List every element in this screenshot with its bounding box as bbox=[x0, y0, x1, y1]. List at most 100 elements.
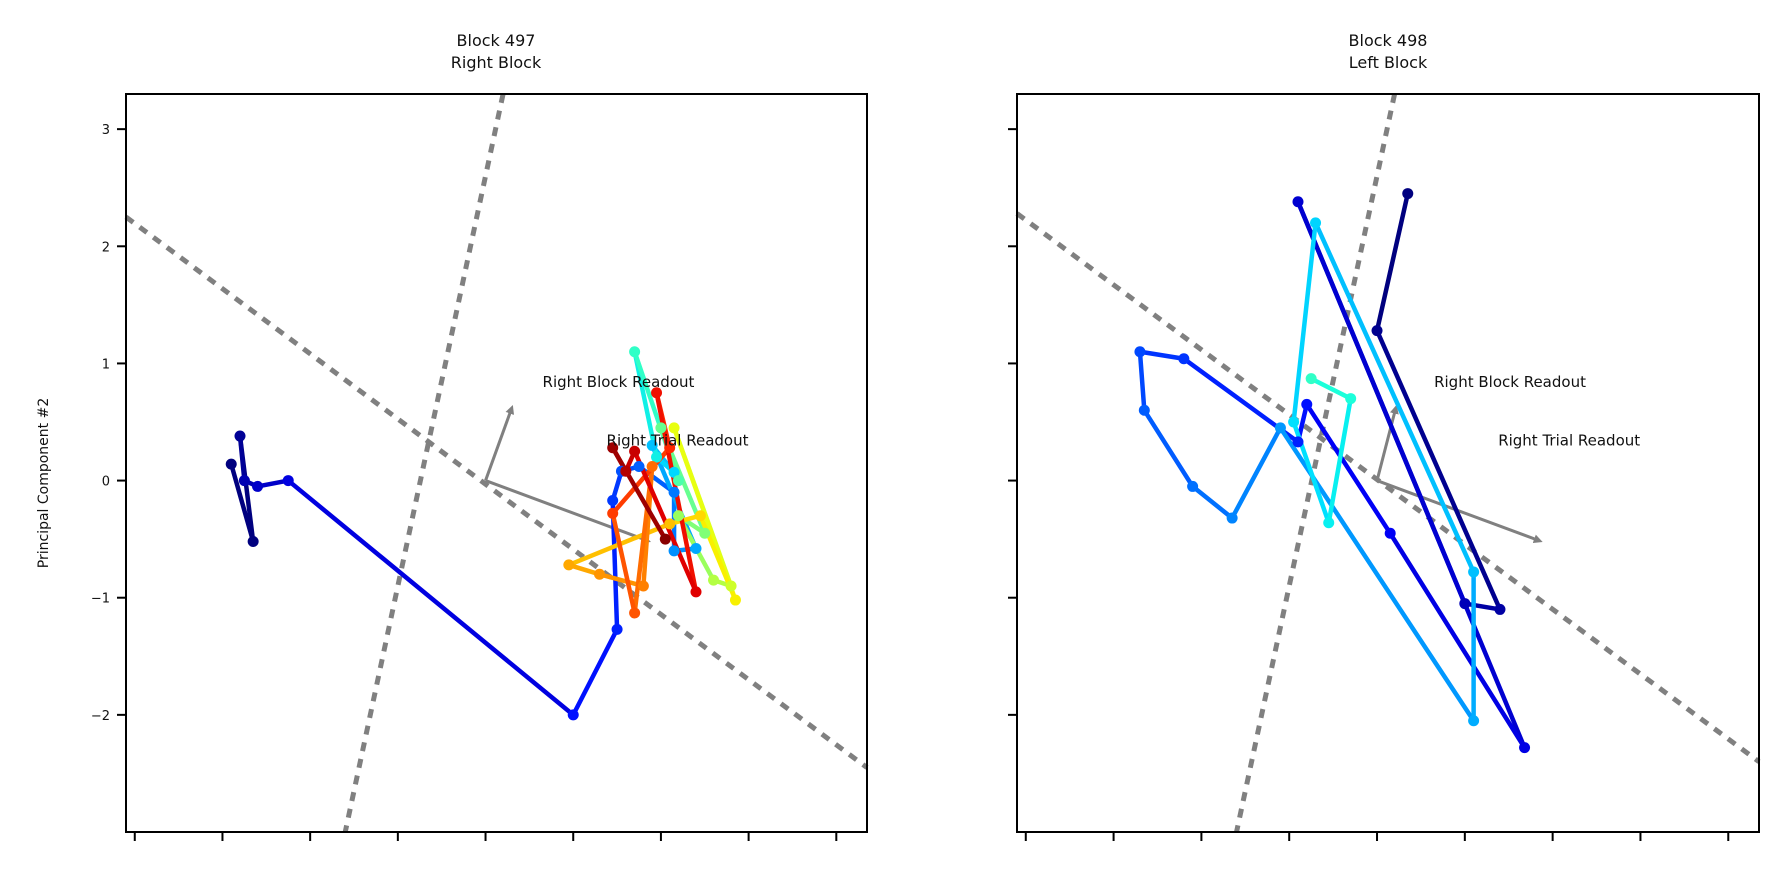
right-trajectory-point bbox=[1519, 742, 1531, 754]
left-trajectory-point bbox=[725, 580, 737, 592]
right-trajectory-segment bbox=[1137, 349, 1147, 413]
subplot-right-ticks bbox=[1008, 128, 1730, 841]
right-trajectory-segment bbox=[1387, 531, 1527, 750]
subplot-left-trajectory bbox=[225, 346, 741, 721]
left-trajectory-point bbox=[668, 466, 680, 478]
left-trajectory-segment bbox=[570, 627, 620, 718]
left-trajectory-point bbox=[563, 559, 575, 571]
left-trajectory-segment bbox=[610, 511, 637, 616]
left-trajectory-point bbox=[637, 580, 649, 592]
left-trajectory-segment bbox=[237, 433, 247, 483]
right-trajectory-point bbox=[1384, 527, 1396, 539]
right-trajectory-point bbox=[1138, 404, 1150, 416]
subplot-left-annotations: Right Block Readout Right Trial Readout bbox=[543, 373, 749, 450]
left-trajectory-point bbox=[611, 623, 623, 635]
left-trajectory-point bbox=[607, 507, 619, 519]
left-trajectory-point bbox=[238, 475, 250, 487]
left-trajectory-point bbox=[594, 568, 606, 580]
right-trajectory-segment bbox=[1295, 199, 1527, 750]
right-trajectory-point bbox=[1310, 217, 1322, 229]
left-readout-dashed-line bbox=[124, 214, 869, 770]
left-trajectory-point bbox=[694, 510, 706, 522]
left-readout-dashed-line bbox=[342, 93, 506, 833]
right-trajectory-point bbox=[1323, 517, 1335, 529]
right-trajectory-segment bbox=[1190, 484, 1235, 521]
subplot-left-dashed-lines bbox=[124, 93, 869, 833]
left-trajectory-point bbox=[668, 545, 680, 557]
left-trajectory-point bbox=[690, 543, 702, 555]
left-y-tick-label: −2 bbox=[91, 709, 110, 724]
left-y-tick-label: 3 bbox=[102, 123, 110, 138]
left-annotation: Right Block Readout bbox=[543, 373, 695, 391]
right-trajectory-segment bbox=[1313, 220, 1476, 575]
left-trajectory-point bbox=[607, 442, 619, 454]
left-trajectory-segment bbox=[610, 445, 668, 542]
subplot-left-title-line2: Right Block bbox=[451, 53, 542, 72]
left-y-tick-label: 1 bbox=[102, 357, 110, 372]
left-trajectory-point bbox=[252, 480, 264, 492]
right-trajectory-point bbox=[1288, 416, 1300, 428]
left-y-tick-label: −1 bbox=[91, 592, 110, 607]
left-readout-arrow bbox=[485, 479, 651, 544]
right-trajectory-segment bbox=[1137, 349, 1187, 361]
subplot-right-annotations: Right Block Readout Right Trial Readout bbox=[1434, 373, 1640, 450]
left-trajectory-point bbox=[646, 439, 658, 451]
left-trajectory-point bbox=[247, 535, 259, 547]
subplot-right-trajectory bbox=[1134, 188, 1531, 754]
left-trajectory-point bbox=[567, 709, 579, 721]
left-trajectory-point bbox=[620, 465, 632, 477]
left-y-tick-label: 0 bbox=[102, 475, 110, 490]
left-trajectory-point bbox=[699, 527, 711, 539]
left-trajectory-point bbox=[651, 451, 663, 463]
subplot-right: Block 498 Left Block Right Block Readout… bbox=[1008, 31, 1761, 841]
right-annotation: Right Trial Readout bbox=[1498, 431, 1640, 449]
right-trajectory-point bbox=[1301, 398, 1313, 410]
right-trajectory-point bbox=[1402, 188, 1414, 200]
subplot-left-title-line1: Block 497 bbox=[457, 31, 536, 50]
right-trajectory-point bbox=[1468, 715, 1480, 727]
right-trajectory-point bbox=[1292, 196, 1304, 208]
left-trajectory-point bbox=[672, 510, 684, 522]
left-trajectory-point bbox=[729, 594, 741, 606]
left-trajectory-point bbox=[668, 422, 680, 434]
y-axis-label: Principal Component #2 bbox=[36, 398, 52, 568]
right-trajectory-point bbox=[1459, 598, 1471, 610]
left-trajectory-point bbox=[633, 461, 645, 473]
left-trajectory-point bbox=[629, 445, 641, 457]
right-trajectory-point bbox=[1345, 393, 1357, 405]
right-trajectory-point bbox=[1274, 422, 1286, 434]
right-trajectory-segment bbox=[1291, 220, 1318, 425]
subplot-left-frame bbox=[125, 93, 868, 833]
right-trajectory-point bbox=[1187, 480, 1199, 492]
left-trajectory-point bbox=[646, 461, 658, 473]
subplot-right-dashed-lines bbox=[1015, 93, 1761, 833]
right-trajectory-segment bbox=[1326, 396, 1353, 525]
left-trajectory-segment bbox=[632, 464, 655, 616]
left-y-tick-label: 2 bbox=[102, 240, 110, 255]
left-trajectory-point bbox=[629, 607, 641, 619]
left-trajectory-point bbox=[651, 387, 663, 399]
right-readout-dashed-line bbox=[1234, 93, 1398, 833]
right-trajectory-point bbox=[1468, 566, 1480, 578]
right-trajectory-point bbox=[1494, 603, 1506, 615]
left-trajectory-point bbox=[659, 533, 671, 545]
right-trajectory-segment bbox=[1374, 328, 1503, 612]
left-trajectory-point bbox=[607, 494, 619, 506]
left-trajectory-point bbox=[672, 475, 684, 487]
left-annotation: Right Trial Readout bbox=[607, 431, 749, 449]
right-annotation: Right Block Readout bbox=[1434, 373, 1586, 391]
right-trajectory-segment bbox=[1308, 376, 1353, 401]
left-trajectory-point bbox=[655, 422, 667, 434]
left-trajectory-point bbox=[664, 518, 676, 530]
right-trajectory-point bbox=[1134, 346, 1146, 358]
right-trajectory-segment bbox=[1229, 425, 1283, 521]
right-readout-dashed-line bbox=[1015, 211, 1761, 764]
left-trajectory-point bbox=[225, 458, 237, 470]
left-trajectory-point bbox=[668, 486, 680, 498]
right-trajectory-segment bbox=[1462, 601, 1503, 612]
right-trajectory-segment bbox=[1142, 408, 1195, 489]
left-trajectory-point bbox=[282, 475, 294, 487]
subplot-left-ticks: 3 2 1 0 −1 −2 bbox=[91, 123, 838, 841]
left-trajectory-point bbox=[708, 574, 720, 586]
